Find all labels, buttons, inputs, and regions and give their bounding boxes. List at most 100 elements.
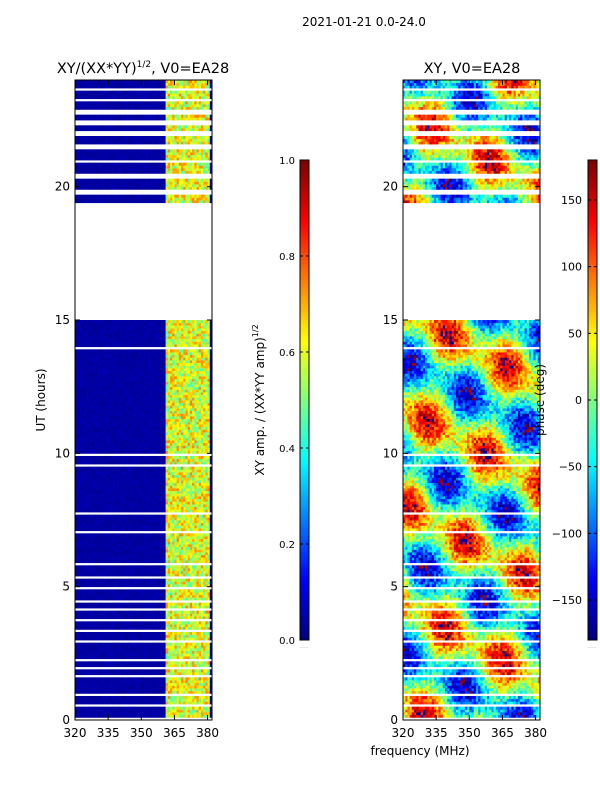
heatmap-cell (185, 626, 189, 630)
heatmap-cell (121, 592, 125, 596)
heatmap-cell (143, 538, 147, 542)
heatmap-cell (119, 605, 122, 609)
heatmap-cell (167, 677, 171, 681)
heatmap-cell (165, 533, 169, 537)
heatmap-cell (181, 514, 184, 518)
heatmap-cell (198, 621, 202, 625)
heatmap-cell (121, 520, 125, 524)
heatmap-cell (88, 642, 91, 646)
heatmap-cell (114, 709, 118, 713)
heatmap-cell (198, 538, 202, 542)
heatmap-cell (196, 602, 200, 606)
heatmap-cell (114, 509, 118, 513)
heatmap-cell (156, 634, 160, 638)
heatmap-cell (99, 688, 102, 692)
heatmap-cell (119, 696, 122, 700)
heatmap-cell (110, 597, 113, 601)
heatmap-cell (167, 549, 171, 553)
heatmap-cell (176, 696, 180, 700)
heatmap-cell (108, 624, 111, 628)
heatmap-cell (97, 677, 100, 681)
heatmap-cell (101, 506, 105, 510)
heatmap-cell (152, 698, 155, 702)
heatmap-cell (125, 546, 129, 550)
heatmap-cell (101, 594, 105, 598)
heatmap-cell (110, 560, 113, 564)
heatmap-cell (90, 573, 94, 577)
heatmap-cell (187, 509, 191, 513)
heatmap-cell (178, 584, 182, 588)
heatmap-cell (167, 570, 171, 574)
heatmap-cell (187, 616, 191, 620)
heatmap-cell (105, 706, 109, 710)
heatmap-cell (147, 690, 151, 694)
heatmap-cell (192, 514, 195, 518)
heatmap-cell (83, 592, 87, 596)
heatmap-cell (200, 680, 204, 684)
heatmap-cell (132, 565, 136, 569)
heatmap-cell (145, 610, 149, 614)
heatmap-cell (90, 661, 94, 665)
heatmap-cell (200, 685, 204, 689)
heatmap-cell (94, 709, 98, 713)
heatmap-cell (143, 525, 147, 529)
heatmap-cell (192, 581, 195, 585)
heatmap-cell (79, 549, 83, 553)
heatmap-cell (152, 525, 155, 529)
heatmap-cell (99, 682, 102, 686)
heatmap-cell (154, 541, 158, 545)
heatmap-cell (163, 650, 166, 654)
heatmap-cell (203, 538, 206, 542)
heatmap-cell (99, 557, 102, 561)
heatmap-cell (77, 557, 80, 561)
heatmap-cell (75, 509, 78, 513)
heatmap-cell (97, 616, 100, 620)
heatmap-cell (86, 624, 89, 628)
heatmap-cell (198, 698, 202, 702)
heatmap-cell (119, 517, 122, 521)
heatmap-cell (83, 538, 87, 542)
heatmap-cell (105, 634, 109, 638)
heatmap-cell (92, 696, 96, 700)
heatmap-cell (125, 568, 129, 572)
heatmap-cell (112, 613, 116, 617)
heatmap-cell (119, 549, 122, 553)
heatmap-cell (103, 664, 107, 668)
heatmap-cell (192, 709, 195, 713)
heatmap-cell (130, 560, 133, 564)
heatmap-cell (156, 610, 160, 614)
heatmap-cell (185, 594, 189, 598)
heatmap-cell (187, 549, 191, 553)
heatmap-cell (134, 557, 138, 561)
heatmap-cell (185, 634, 189, 638)
heatmap-cell (134, 632, 138, 636)
heatmap-cell (161, 690, 164, 694)
heatmap-cell (163, 706, 166, 710)
heatmap-cell (181, 648, 184, 652)
heatmap-cell (170, 605, 173, 609)
heatmap-cell (81, 624, 85, 628)
heatmap-cell (125, 552, 129, 556)
heatmap-cell (128, 589, 131, 593)
heatmap-cell (112, 568, 116, 572)
heatmap-cell (134, 517, 138, 521)
heatmap-cell (97, 602, 100, 606)
heatmap-cell (203, 594, 206, 598)
heatmap-cell (209, 672, 213, 676)
heatmap-cell (99, 536, 102, 540)
heatmap-cell (141, 688, 144, 692)
heatmap-cell (143, 578, 147, 582)
heatmap-cell (150, 650, 153, 654)
heatmap-cell (119, 714, 122, 718)
heatmap-cell (141, 520, 144, 524)
heatmap-cell (139, 581, 142, 585)
heatmap-cell (105, 613, 109, 617)
heatmap-cell (200, 645, 204, 649)
heatmap-cell (79, 536, 83, 540)
heatmap-cell (156, 682, 160, 686)
heatmap-cell (192, 661, 195, 665)
heatmap-cell (88, 626, 91, 630)
heatmap-cell (174, 557, 178, 561)
heatmap-cell (176, 632, 180, 636)
heatmap-cell (207, 696, 211, 700)
